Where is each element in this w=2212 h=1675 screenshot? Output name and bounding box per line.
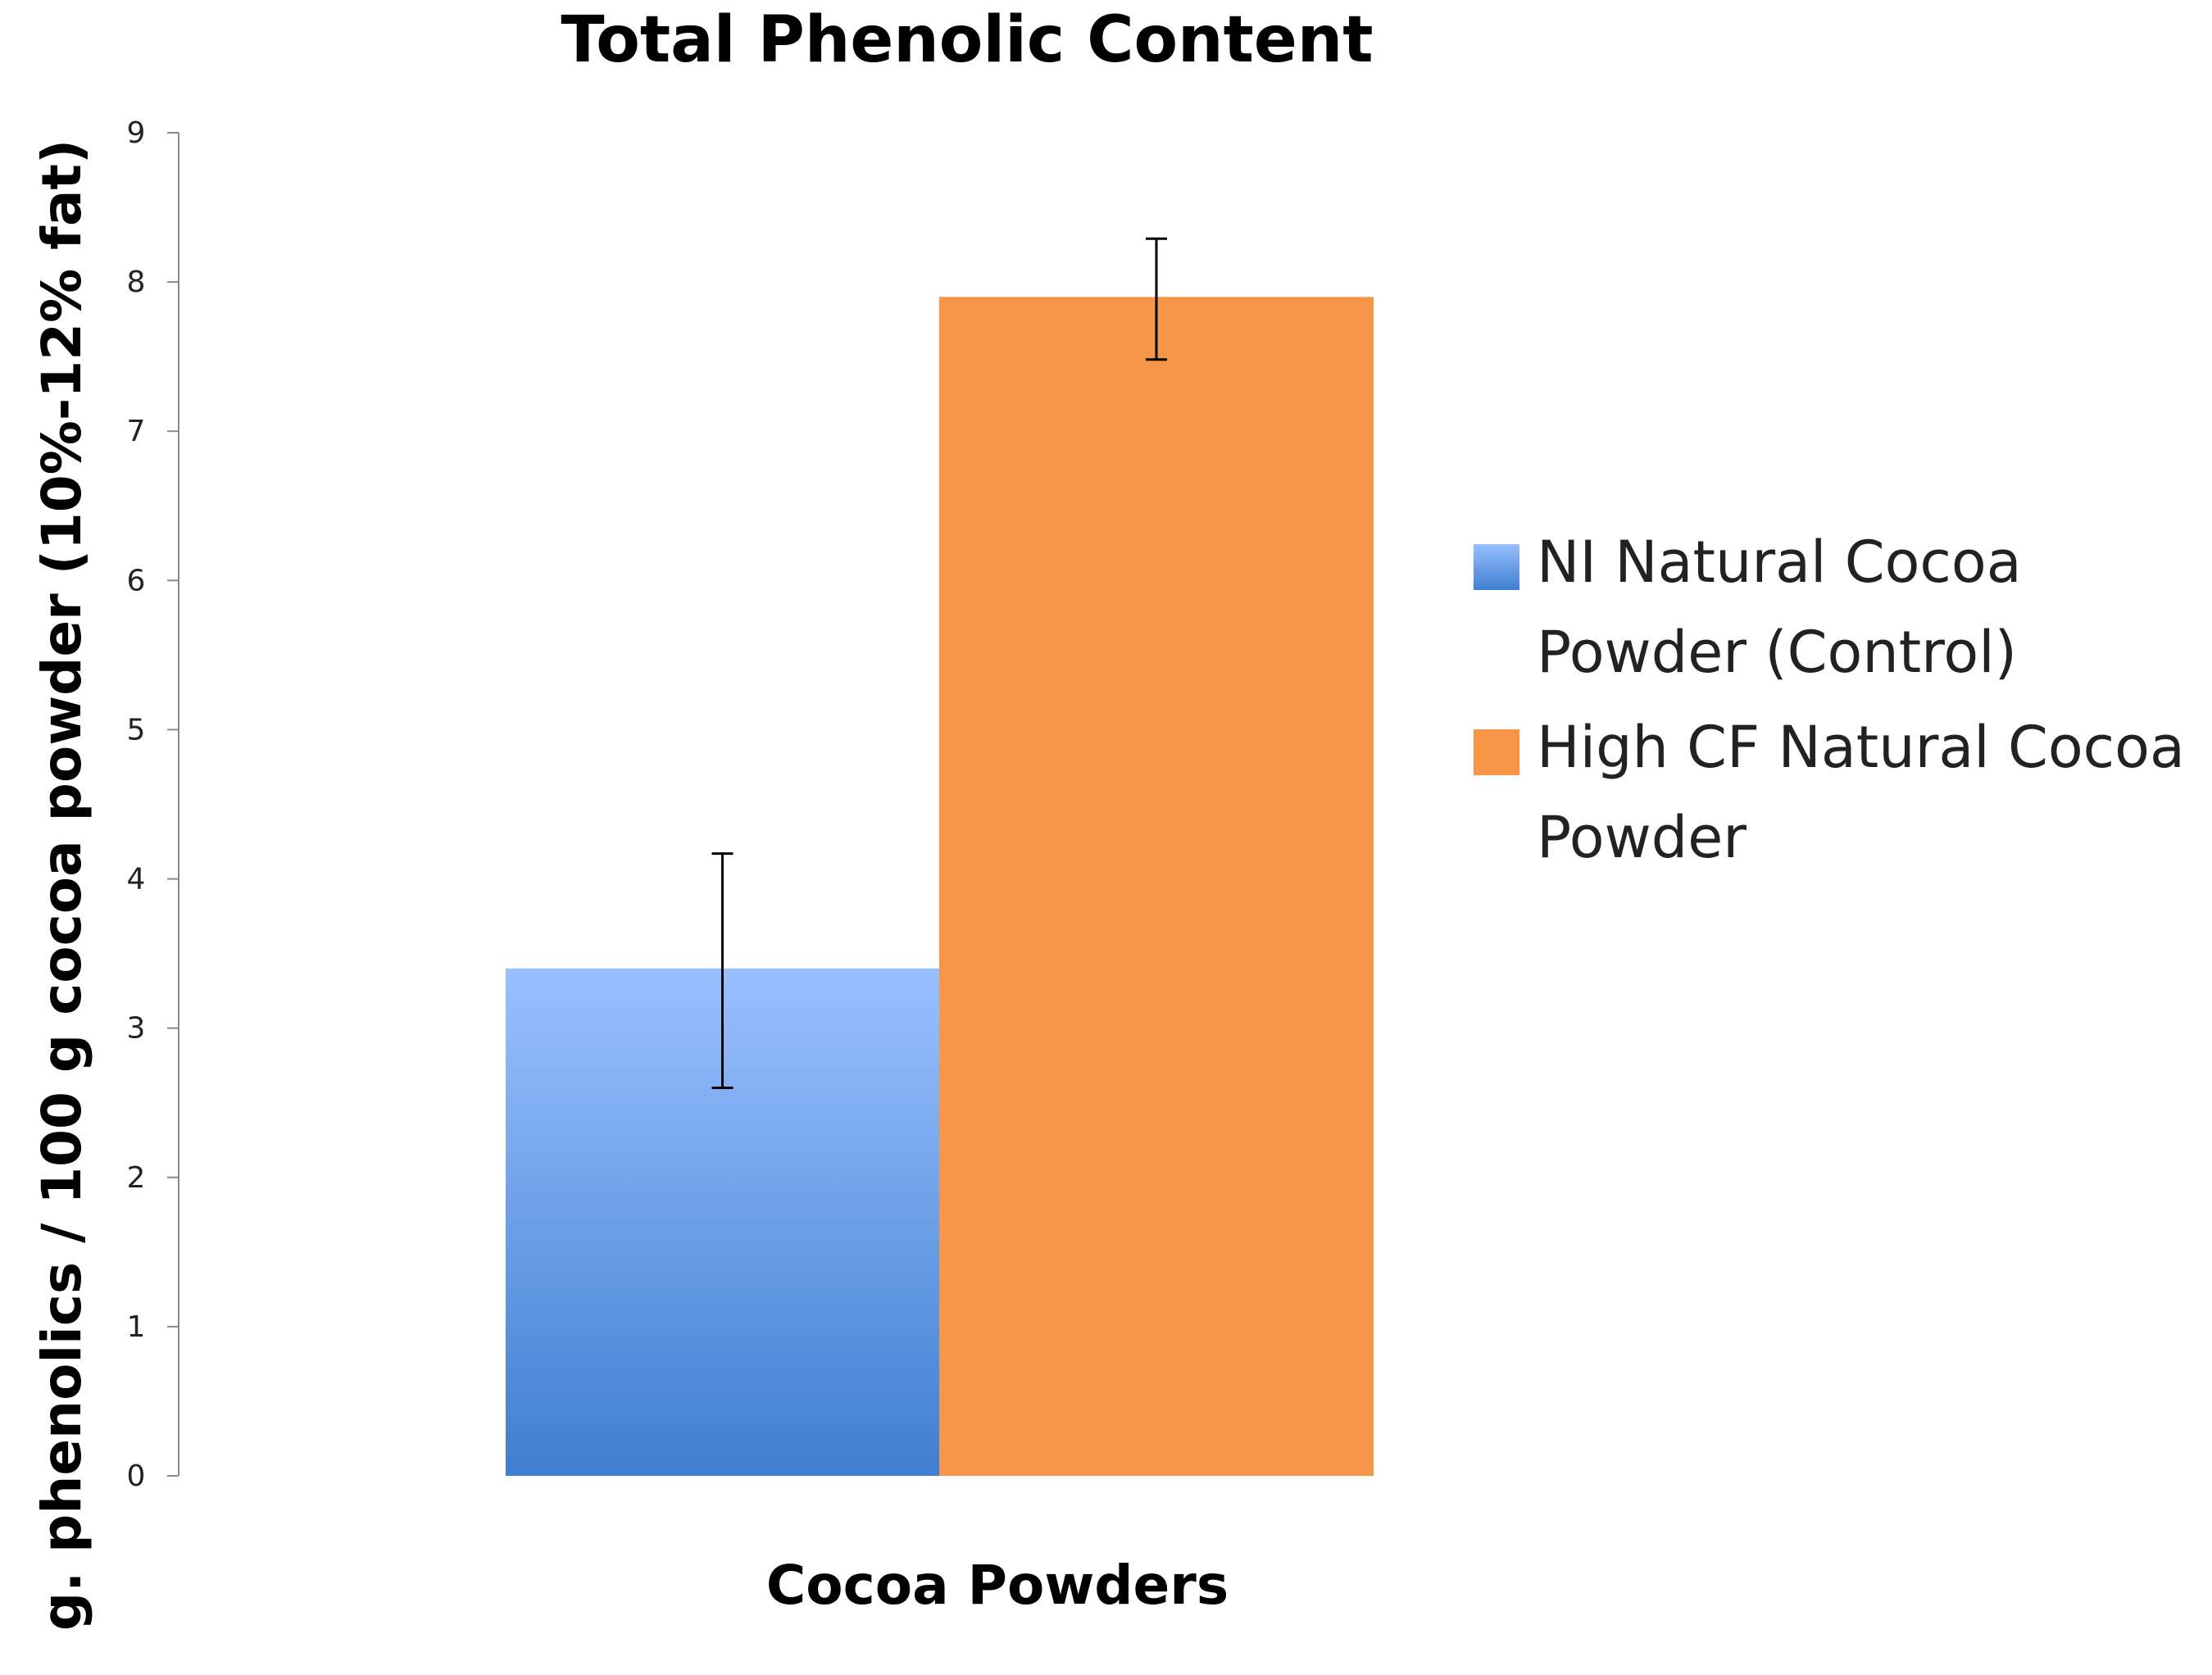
y-axis-ticks: 0 1 2 3 4 5 6 7 8 9 bbox=[127, 116, 179, 1493]
y-tick-label: 4 bbox=[127, 863, 146, 897]
y-tick-label: 3 bbox=[127, 1012, 146, 1046]
y-tick-label: 1 bbox=[127, 1310, 146, 1344]
y-tick-label: 0 bbox=[127, 1459, 146, 1493]
legend-swatch-series-1 bbox=[1474, 544, 1519, 590]
legend-label-series-2: Powder bbox=[1537, 804, 1746, 871]
legend-label-series-1: Powder (Control) bbox=[1537, 619, 2017, 686]
x-axis-title: Cocoa Powders bbox=[766, 1554, 1229, 1617]
y-tick-label: 5 bbox=[127, 713, 146, 747]
y-tick-label: 2 bbox=[127, 1161, 146, 1195]
legend-swatch-series-2 bbox=[1474, 729, 1519, 775]
bar-series-2 bbox=[939, 297, 1374, 1476]
y-tick-label: 7 bbox=[127, 415, 146, 448]
y-tick-label: 8 bbox=[127, 266, 146, 299]
y-tick-label: 6 bbox=[127, 564, 146, 597]
legend: NI Natural Cocoa Powder (Control) High CF … bbox=[1474, 529, 2185, 871]
legend-label-series-1: NI Natural Cocoa bbox=[1537, 529, 2022, 596]
bars bbox=[506, 297, 1374, 1476]
legend-label-series-2: High CF Natural Cocoa bbox=[1537, 714, 2185, 781]
chart-title: Total Phenolic Content bbox=[561, 3, 1373, 77]
error-bars bbox=[711, 237, 1167, 1090]
y-tick-label: 9 bbox=[127, 116, 146, 150]
y-axis-title: g. phenolics / 100 g cocoa powder (10%-1… bbox=[30, 139, 93, 1631]
